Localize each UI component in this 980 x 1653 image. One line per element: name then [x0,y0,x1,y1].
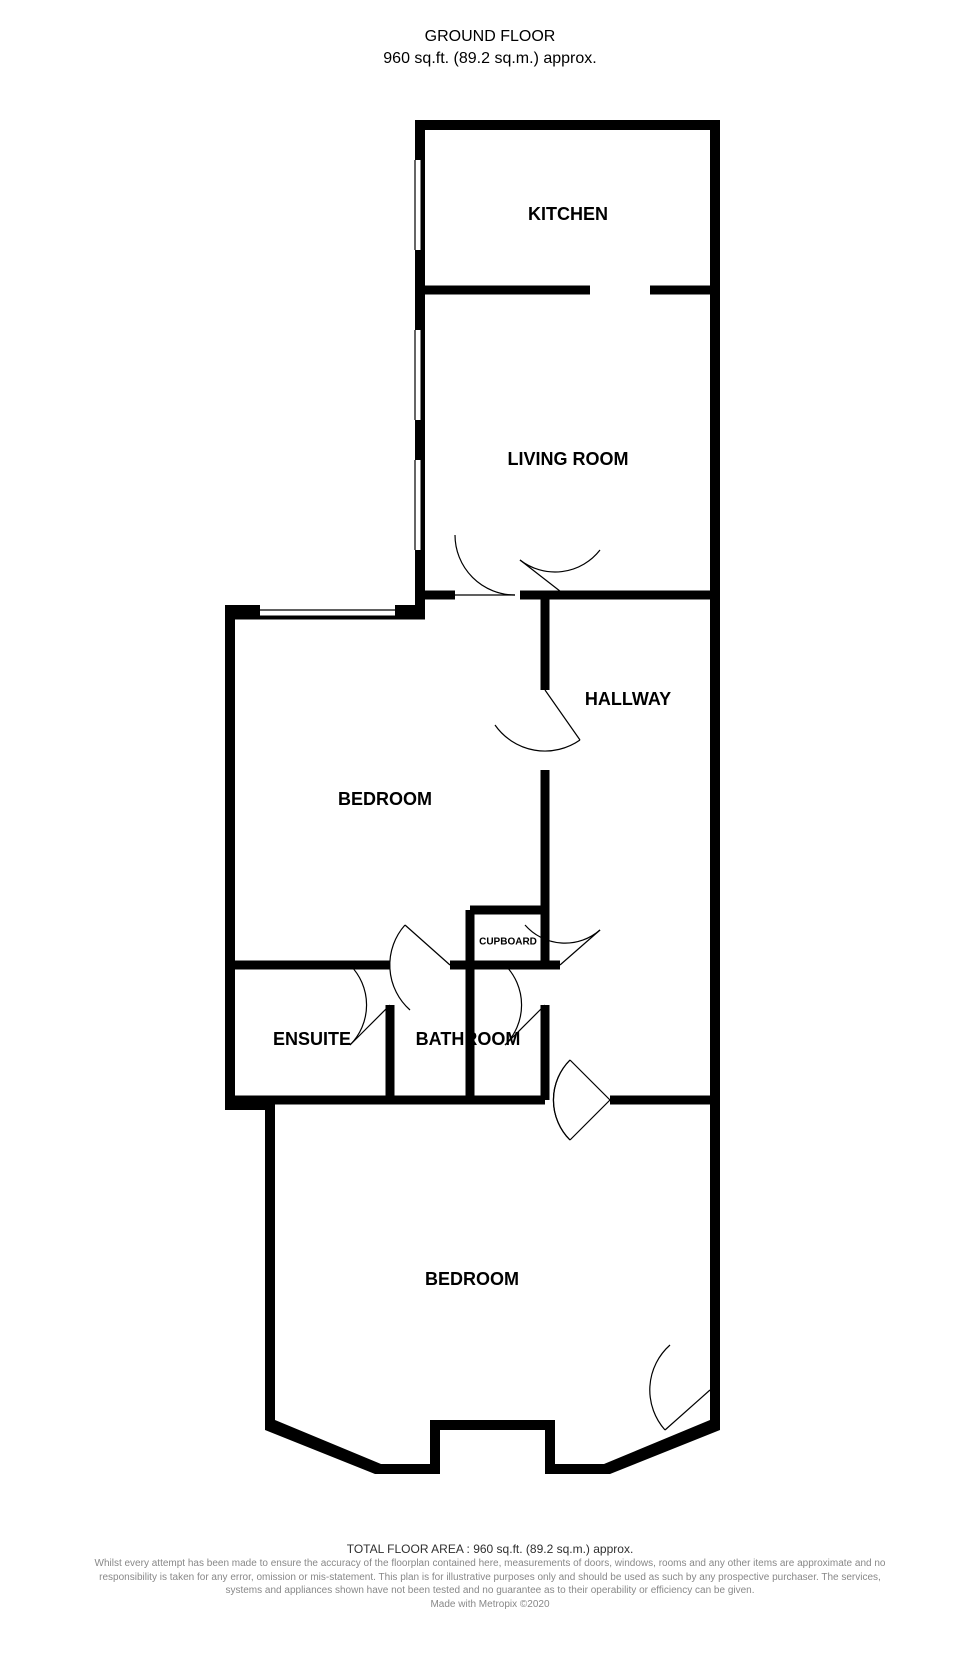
total-floor-area: TOTAL FLOOR AREA : 960 sq.ft. (89.2 sq.m… [80,1541,900,1557]
door-leaf [405,925,450,965]
door-leaf [545,690,580,740]
room-label: BATHROOM [416,1029,521,1049]
page: GROUND FLOOR 960 sq.ft. (89.2 sq.m.) app… [0,0,980,1653]
floorplan-diagram: KITCHEN LIVING ROOM HALLWAY BEDROOM CUPBOARD… [0,0,980,1653]
footer: TOTAL FLOOR AREA : 960 sq.ft. (89.2 sq.m… [80,1541,900,1611]
door-arc [553,1060,570,1140]
door-arc [390,925,410,1010]
door-leaf [570,1100,610,1140]
credit-text: Made with Metropix ©2020 [80,1598,900,1612]
room-label: BEDROOM [425,1269,519,1289]
door-arc [350,965,367,1045]
door-arc [455,535,515,595]
room-label: HALLWAY [585,689,671,709]
room-label: KITCHEN [528,204,608,224]
room-label: LIVING ROOM [508,449,629,469]
door-arc [650,1345,670,1430]
disclaimer-text: Whilst every attempt has been made to en… [80,1557,900,1598]
room-label: CUPBOARD [479,937,537,948]
room-label: ENSUITE [273,1029,351,1049]
door-arc [553,1060,570,1140]
door-leaf [570,1060,610,1100]
room-label: BEDROOM [338,789,432,809]
door-arc [495,725,580,751]
